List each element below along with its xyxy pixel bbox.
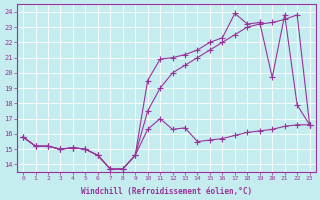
X-axis label: Windchill (Refroidissement éolien,°C): Windchill (Refroidissement éolien,°C)	[81, 187, 252, 196]
